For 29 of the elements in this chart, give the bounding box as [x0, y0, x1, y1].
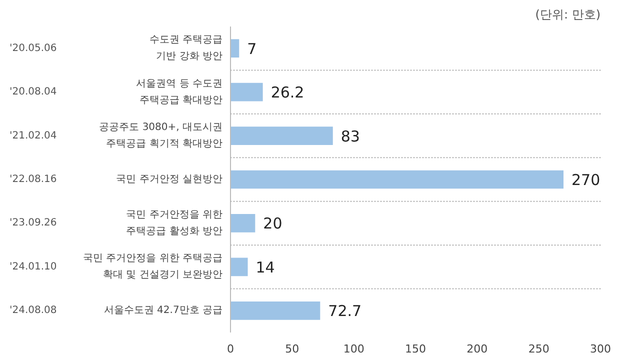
x-tick-label: 200: [466, 342, 488, 356]
data-label: 72.7: [328, 302, 362, 320]
bar: [230, 126, 333, 145]
category-label: '20.05.06 수도권 주택공급 기반 강화 방안: [10, 34, 223, 62]
data-label: 14: [256, 258, 275, 276]
bar: [230, 39, 240, 58]
category-label: '24.08.08 서울수도권 42.7만호 공급: [10, 305, 222, 316]
category-label: '20.08.04 서울권역 등 수도권 주택공급 확대방안: [10, 78, 223, 106]
data-label: 26.2: [270, 84, 304, 102]
x-tick-label: 0: [227, 342, 234, 356]
data-label: 7: [247, 40, 257, 58]
category-label: '22.08.16 국민 주거안정 실현방안: [10, 174, 222, 185]
category-label: '24.01.10 국민 주거안정을 위한 주택공급 확대 및 건설경기 보완방안: [10, 253, 223, 281]
bar: [230, 214, 256, 232]
x-tick-label: 300: [590, 342, 611, 356]
bar: [230, 301, 320, 320]
data-label: 20: [263, 214, 282, 233]
data-label: 270: [572, 171, 600, 189]
x-tick-label: 250: [528, 342, 550, 356]
category-label: '23.09.26 국민 주거안정을 위한 주택공급 활성화 방안: [10, 209, 222, 237]
bar: [230, 258, 248, 276]
x-tick-label: 50: [285, 342, 300, 356]
chart-subtitle: (단위: 만호): [535, 8, 601, 22]
bar: [230, 170, 564, 189]
category-label: '21.02.04 공공주도 3080+, 대도시권 주택공급 획기적 확대방안: [10, 122, 223, 150]
bar: [230, 82, 263, 102]
x-tick-label: 100: [343, 342, 364, 356]
x-tick-label: 150: [405, 342, 426, 356]
data-label: 83: [340, 127, 360, 146]
